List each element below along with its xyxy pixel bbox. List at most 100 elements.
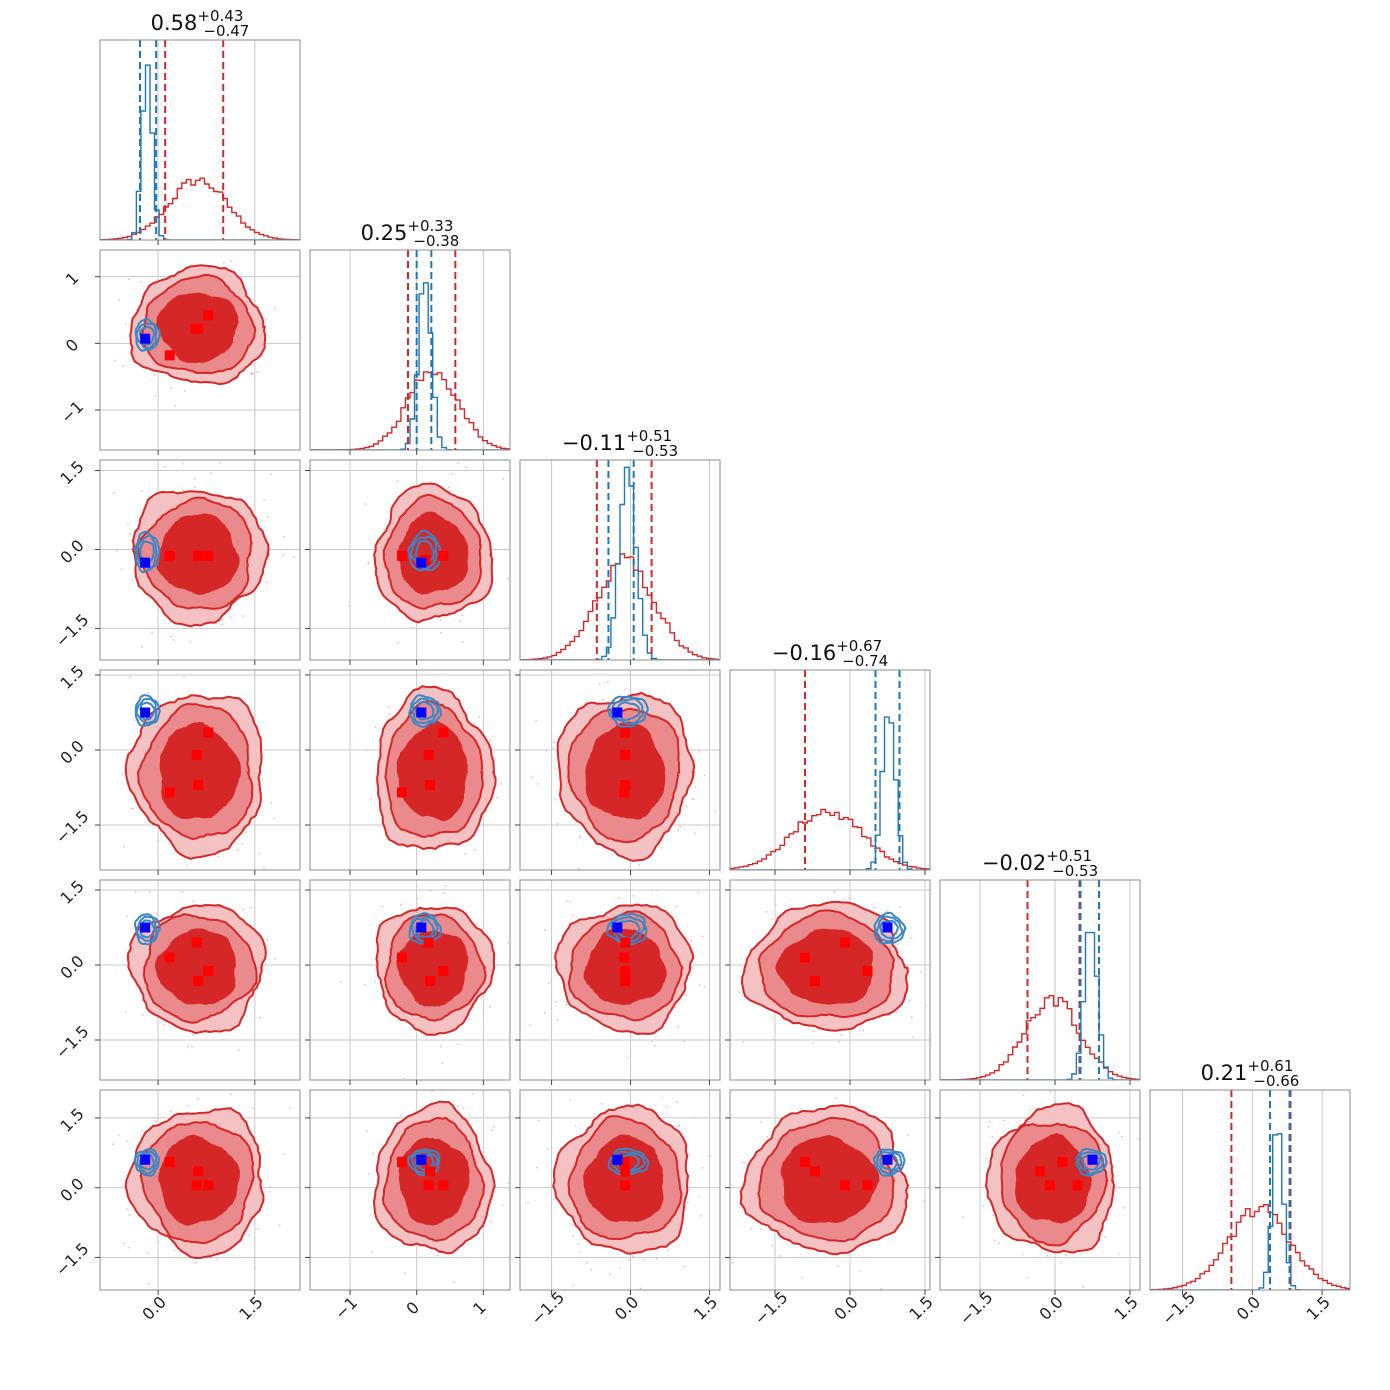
panel-r5-c5 <box>1149 1089 1351 1295</box>
sample-point <box>1049 1090 1052 1093</box>
sample-point <box>774 904 777 906</box>
panel-frame <box>99 39 301 241</box>
sample-point <box>270 473 273 476</box>
sample-point <box>683 1265 686 1268</box>
sample-marker <box>397 550 407 561</box>
sample-point <box>192 1034 194 1037</box>
sample-point <box>923 973 926 976</box>
broad-contour-inner <box>396 930 469 1007</box>
diagonal-title-2: −0.11+0.51 −0.53 <box>562 427 678 460</box>
panel-r2-c0 <box>95 459 301 665</box>
sample-point <box>1065 1254 1067 1257</box>
title-lower-error: −0.47 <box>203 22 249 40</box>
sample-point <box>173 1249 176 1252</box>
histogram-narrow <box>1150 1133 1350 1290</box>
sample-point <box>683 1040 686 1043</box>
panel-content <box>1150 1090 1350 1290</box>
sample-point <box>146 1251 149 1254</box>
sample-point <box>709 1154 712 1157</box>
sample-marker <box>425 1166 435 1177</box>
sample-point <box>141 646 144 648</box>
sample-point <box>920 971 922 973</box>
narrow-contour-1 <box>136 534 158 570</box>
sample-point <box>988 1126 990 1128</box>
sample-point <box>572 1235 575 1238</box>
sample-point <box>584 701 587 704</box>
panels-layer <box>95 39 1351 1295</box>
histogram-broad <box>730 808 930 870</box>
narrow-contour-1 <box>412 697 439 725</box>
histogram-narrow <box>100 64 300 240</box>
broad-contour-inner <box>1015 1132 1093 1224</box>
narrow-contour-2 <box>414 700 435 721</box>
sample-point <box>1046 1254 1049 1257</box>
sample-marker <box>203 727 214 738</box>
sample-point <box>740 1161 743 1164</box>
sample-point <box>125 323 127 326</box>
panel-frame <box>1149 1089 1351 1291</box>
sample-marker <box>164 952 175 963</box>
sample-point <box>1121 1135 1123 1138</box>
panel-frame <box>309 879 511 1081</box>
sample-marker <box>1072 1180 1083 1191</box>
narrow-contour-1 <box>135 322 158 350</box>
panel-frame <box>99 459 301 661</box>
sample-marker <box>862 966 873 976</box>
sample-point <box>691 798 694 801</box>
sample-marker <box>620 780 631 790</box>
sample-marker <box>190 323 201 334</box>
title-upper-error: +0.67 <box>836 637 882 655</box>
sample-point <box>552 741 555 743</box>
diagonal-title-5: 0.21+0.61 −0.66 <box>1201 1057 1300 1090</box>
narrow-contour-0 <box>133 1148 161 1177</box>
panel-frame <box>309 1089 511 1291</box>
sample-marker <box>193 550 204 561</box>
sample-point <box>1138 1138 1140 1140</box>
sample-point <box>675 905 678 908</box>
truth-marker <box>416 557 427 568</box>
sample-point <box>885 910 888 913</box>
narrow-contour-1 <box>410 535 438 570</box>
panel-frame <box>519 879 721 1081</box>
sample-marker <box>164 1157 175 1168</box>
sample-point <box>448 486 450 489</box>
sample-point <box>261 778 264 781</box>
sample-point <box>229 260 232 262</box>
broad-contour-inner <box>159 721 242 820</box>
sample-point <box>537 783 539 785</box>
diagonal-title-1: 0.25+0.33 −0.38 <box>361 217 460 250</box>
sample-point <box>554 767 557 770</box>
panel-content <box>520 880 720 1080</box>
broad-contour-inner <box>158 1134 240 1226</box>
sample-point <box>242 908 245 911</box>
sample-point <box>492 940 495 943</box>
panel-r4-c1 <box>305 879 511 1085</box>
sample-marker <box>620 750 631 760</box>
panel-r5-c2 <box>515 1089 721 1295</box>
sample-point <box>282 535 285 538</box>
panel-content <box>100 670 300 870</box>
sample-point <box>991 1136 994 1139</box>
panel-content <box>730 1090 930 1290</box>
panel-frame <box>99 249 301 451</box>
sample-marker <box>620 937 631 948</box>
title-median: −0.16 <box>772 641 836 665</box>
sample-point <box>258 852 261 855</box>
truth-marker <box>1087 1154 1098 1165</box>
sample-point <box>1082 1285 1085 1288</box>
sample-point <box>402 1077 405 1079</box>
sample-point <box>140 489 143 492</box>
narrow-contour-1 <box>135 915 158 943</box>
panel-frame <box>729 1089 931 1291</box>
sample-marker <box>810 1166 820 1177</box>
sample-point <box>1059 1262 1062 1264</box>
sample-marker <box>193 976 204 986</box>
sample-point <box>494 1191 496 1193</box>
panel-r5-c3 <box>725 1089 931 1295</box>
truth-marker <box>416 707 427 718</box>
panel-r4-c0 <box>95 879 301 1085</box>
sample-point <box>507 1182 510 1185</box>
sample-point <box>565 1003 568 1006</box>
sample-point <box>638 864 641 866</box>
sample-point <box>566 900 568 902</box>
